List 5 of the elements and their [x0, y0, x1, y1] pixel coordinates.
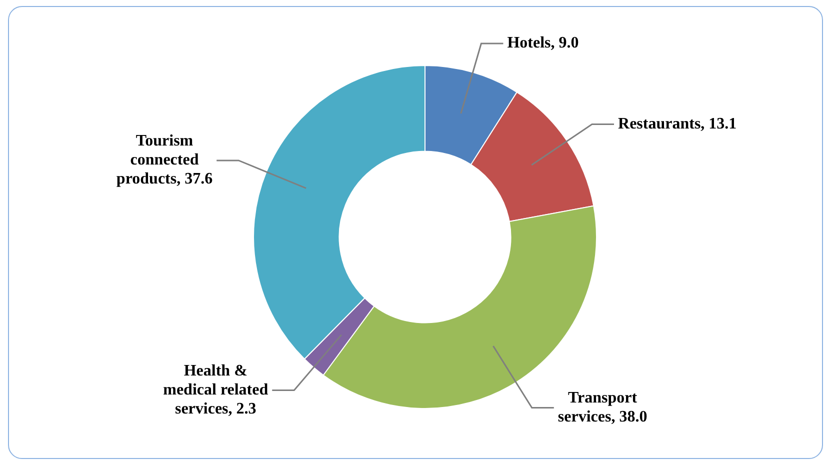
slice-label: Tourism connected products, 37.6: [116, 132, 213, 188]
slice-label: Hotels, 9.0: [507, 34, 579, 52]
slice-label: Restaurants, 13.1: [618, 115, 737, 132]
slice-label: Transport services, 38.0: [558, 389, 648, 426]
slice-label: Health & medical related services, 2.3: [163, 362, 268, 418]
